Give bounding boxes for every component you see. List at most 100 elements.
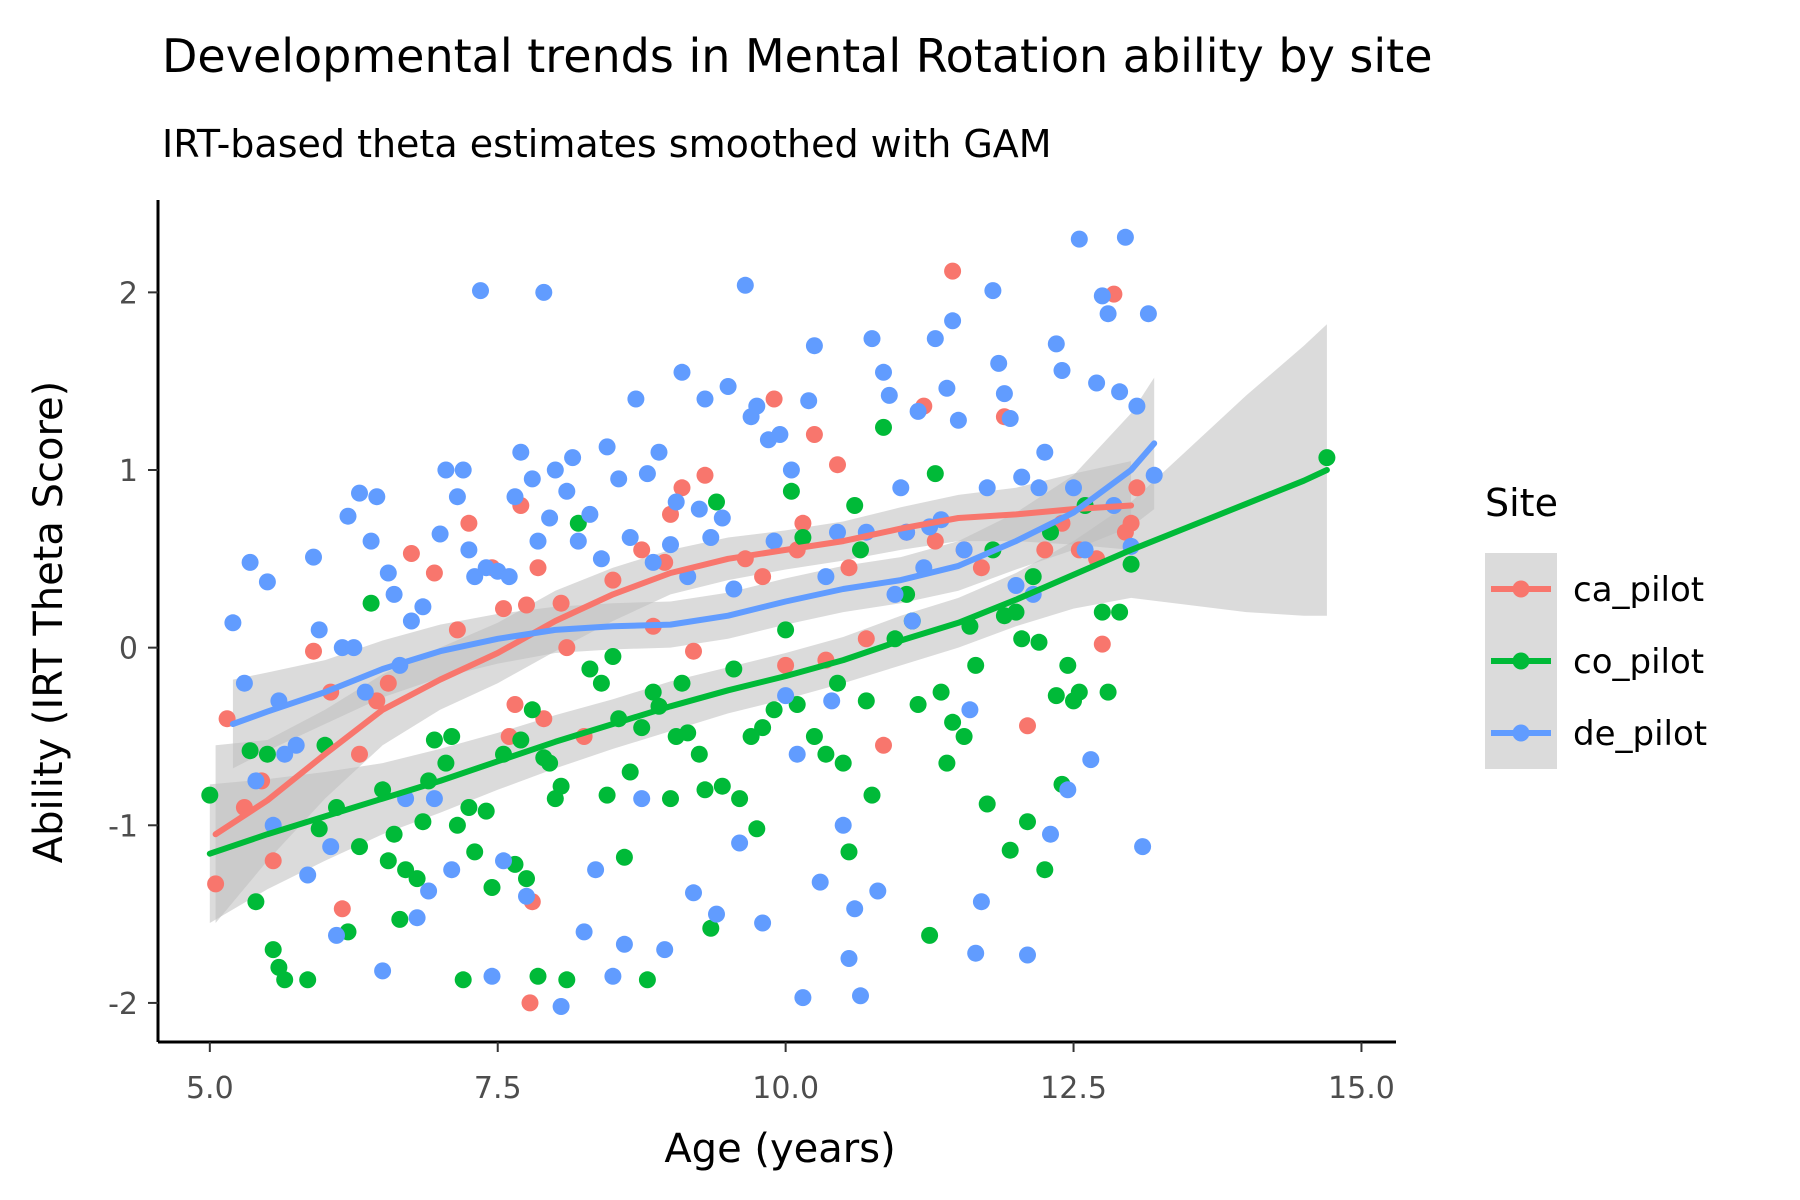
point-co_pilot (621, 763, 639, 781)
point-de_pilot (633, 790, 651, 808)
point-co_pilot (1019, 813, 1036, 831)
point-de_pilot (811, 873, 829, 891)
point-co_pilot (805, 728, 823, 745)
point-de_pilot (506, 488, 524, 506)
point-ca_pilot (402, 545, 420, 562)
point-co_pilot (1093, 603, 1111, 621)
point-co_pilot (414, 813, 432, 831)
point-de_pilot (823, 692, 841, 710)
point-ca_pilot (558, 639, 576, 657)
point-de_pilot (1019, 946, 1036, 964)
point-ca_pilot (552, 594, 570, 612)
point-de_pilot (247, 772, 265, 790)
point-co_pilot (523, 701, 541, 719)
point-de_pilot (425, 790, 443, 808)
point-de_pilot (869, 882, 887, 900)
point-de_pilot (1013, 468, 1031, 486)
point-co_pilot (817, 745, 835, 763)
point-de_pilot (765, 532, 783, 550)
point-co_pilot (1099, 683, 1117, 701)
point-de_pilot (287, 736, 305, 754)
point-co_pilot (1047, 687, 1065, 705)
point-de_pilot (685, 884, 702, 902)
point-de_pilot (909, 402, 927, 420)
smooth-line-co_pilot (206, 467, 1330, 857)
point-de_pilot (627, 390, 645, 408)
point-de_pilot (512, 443, 530, 461)
point-ca_pilot (521, 994, 539, 1012)
point-de_pilot (702, 529, 720, 546)
point-co_pilot (437, 754, 455, 772)
point-co_pilot (794, 529, 812, 546)
point-de_pilot (961, 701, 979, 719)
point-de_pilot (472, 282, 489, 300)
point-de_pilot (569, 532, 587, 550)
point-co_pilot (696, 781, 714, 799)
point-de_pilot (224, 614, 242, 632)
point-de_pilot (955, 541, 973, 559)
point-co_pilot (840, 843, 858, 861)
point-ca_pilot (972, 559, 990, 577)
point-de_pilot (598, 438, 616, 456)
point-ca_pilot (207, 875, 225, 893)
point-co_pilot (1007, 603, 1025, 621)
legend-key-point (1512, 724, 1530, 742)
legend-label-de_pilot: de_pilot (1573, 714, 1707, 754)
point-de_pilot (379, 564, 397, 582)
point-de_pilot (546, 461, 564, 479)
point-ca_pilot (1122, 514, 1140, 532)
point-de_pilot (518, 887, 535, 905)
smooth-lines (206, 440, 1330, 857)
point-de_pilot (1047, 335, 1065, 353)
smooth-line-ca_pilot (212, 502, 1135, 838)
point-ca_pilot (633, 541, 651, 559)
legend-key-point (1512, 580, 1530, 598)
legend-key-point (1512, 652, 1530, 670)
point-ca_pilot (829, 456, 846, 474)
point-co_pilot (425, 731, 443, 749)
point-de_pilot (299, 866, 317, 884)
point-co_pilot (633, 719, 651, 737)
point-de_pilot (949, 411, 967, 429)
y-axis-title: Ability (IRT Theta Score) (26, 381, 72, 864)
point-co_pilot (1024, 568, 1042, 586)
point-de_pilot (500, 568, 518, 586)
point-de_pilot (345, 639, 363, 657)
point-de_pilot (794, 989, 812, 1007)
point-de_pilot (241, 553, 259, 571)
point-de_pilot (437, 461, 455, 479)
y-axis-ticks: -2 -1 0 1 2 (108, 276, 158, 1022)
point-de_pilot (322, 838, 340, 856)
point-de_pilot (1001, 410, 1019, 427)
point-de_pilot (886, 585, 904, 603)
point-co_pilot (391, 910, 409, 928)
x-axis-ticks: 5.0 7.5 10.0 12.5 15.0 (186, 1042, 1395, 1106)
point-co_pilot (742, 728, 760, 745)
point-co_pilot (264, 941, 282, 959)
point-co_pilot (552, 777, 570, 795)
point-co_pilot (385, 825, 403, 843)
point-co_pilot (754, 719, 772, 737)
point-de_pilot (581, 505, 599, 523)
point-de_pilot (368, 488, 386, 506)
point-co_pilot (408, 870, 426, 888)
point-de_pilot (846, 900, 864, 918)
point-de_pilot (408, 909, 426, 927)
point-de_pilot (1145, 466, 1163, 484)
point-de_pilot (926, 330, 944, 348)
point-de_pilot (978, 479, 996, 497)
point-co_pilot (1111, 603, 1129, 621)
point-de_pilot (1065, 479, 1082, 497)
point-de_pilot (840, 950, 858, 967)
point-ca_pilot (857, 630, 875, 648)
legend-label-ca_pilot: ca_pilot (1573, 570, 1704, 610)
point-de_pilot (575, 923, 593, 941)
point-de_pilot (454, 461, 472, 479)
point-de_pilot (1007, 577, 1025, 594)
x-tick-label: 10.0 (752, 1071, 819, 1106)
point-co_pilot (443, 728, 461, 745)
y-tick-label: -2 (108, 987, 138, 1022)
point-co_pilot (673, 674, 691, 692)
point-co_pilot (276, 971, 294, 989)
point-de_pilot (852, 987, 869, 1005)
